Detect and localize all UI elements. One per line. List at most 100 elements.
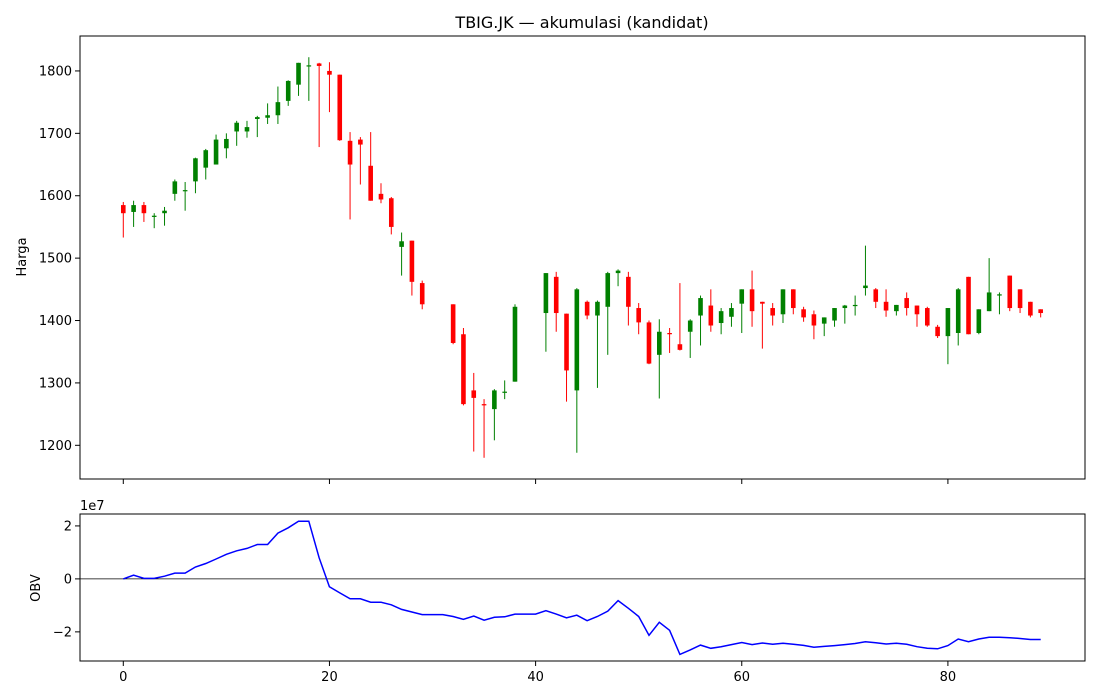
candle-body [461, 334, 466, 405]
price-y-tick-label: 1700 [39, 127, 72, 142]
obv-offset-label: 1e7 [80, 499, 105, 514]
candle-body [193, 158, 198, 182]
candle-body [368, 165, 373, 201]
obv-y-tick-label: 0 [64, 572, 72, 587]
candle-body [234, 122, 239, 132]
candle-body [1028, 301, 1033, 316]
candle-body [914, 305, 920, 315]
candle-body [832, 308, 837, 321]
obv-x-tick-label: 0 [119, 670, 127, 685]
candle-body [708, 305, 714, 326]
candle-body [760, 301, 765, 304]
candle-body [1007, 275, 1013, 309]
candle-body [626, 276, 631, 307]
candle-body [656, 331, 662, 355]
candle-body [254, 117, 260, 119]
candle-body [770, 308, 775, 316]
candle-body [1038, 309, 1043, 314]
candle-body [131, 205, 136, 212]
candle-body [275, 102, 281, 116]
candle-body [316, 63, 322, 66]
candle-body [667, 332, 672, 335]
candle-body [492, 390, 497, 410]
candle-body [687, 320, 693, 332]
candle-body [399, 241, 404, 247]
candle-body [564, 313, 569, 371]
candle-body [749, 289, 755, 312]
obv-series-line [123, 520, 1041, 656]
candle-body [904, 298, 909, 309]
candle-body [265, 115, 270, 118]
candle-body [718, 311, 724, 324]
candle-body [337, 74, 343, 141]
candle-body [821, 317, 827, 324]
price-y-tick-label: 1400 [39, 314, 72, 329]
candle-body [945, 308, 951, 337]
candle-body [419, 283, 425, 305]
obv-panel: −2 0 2 0 20 40 60 80 1e7 OBV [29, 499, 1086, 685]
candle-body [842, 305, 848, 309]
obv-x-tick-label: 80 [940, 670, 957, 685]
candle-body [481, 404, 487, 406]
price-y-axis-label: Harga [15, 237, 30, 276]
candle-body [986, 292, 992, 312]
candle-body [1017, 289, 1023, 309]
obv-y-axis-label: OBV [29, 574, 44, 602]
candle-body [285, 80, 291, 101]
price-panel: 1200 1300 1400 1500 1600 1700 1800 Harga [15, 35, 1086, 484]
obv-y-tick-label: 2 [64, 519, 72, 534]
candle-body [873, 289, 879, 302]
candle-body [172, 181, 178, 194]
candle-body [739, 289, 745, 304]
candle-body [327, 70, 332, 75]
candle-body [120, 205, 126, 214]
candle-body [646, 322, 652, 364]
price-y-axis: 1200 1300 1400 1500 1600 1700 1800 [39, 64, 80, 454]
obv-x-tick-label: 40 [527, 670, 544, 685]
candle-body [790, 289, 796, 309]
price-y-tick-label: 1500 [39, 252, 72, 267]
candle-body [698, 298, 703, 316]
candle-body [378, 193, 384, 200]
price-panel-frame [79, 35, 1086, 480]
candle-body [450, 304, 456, 343]
obv-y-axis: −2 0 2 [53, 519, 80, 640]
candle-body [141, 205, 147, 214]
candle-body [976, 309, 982, 333]
candle-body [852, 304, 858, 307]
candle-body [677, 344, 683, 350]
candle-body [151, 215, 157, 217]
candle-body [502, 391, 507, 393]
price-candles [120, 57, 1043, 458]
candle-body [605, 273, 611, 307]
obv-panel-frame [79, 513, 1086, 662]
obv-x-tick-label: 20 [321, 670, 338, 685]
candle-body [780, 289, 786, 315]
candle-body [244, 127, 250, 132]
price-y-tick-label: 1800 [39, 64, 72, 79]
candle-body [595, 301, 600, 316]
candle-body [553, 276, 559, 314]
obv-x-tick-label: 60 [733, 670, 750, 685]
candle-body [409, 240, 415, 282]
candle-body [811, 314, 817, 326]
candle-body [997, 294, 1002, 296]
price-y-tick-label: 1300 [39, 376, 72, 391]
candle-body [388, 198, 394, 227]
candle-body [729, 308, 734, 317]
candle-body [894, 304, 899, 312]
candle-body [306, 65, 312, 67]
price-x-axis [122, 479, 949, 484]
candle-body [543, 273, 549, 314]
candle-body [213, 139, 219, 165]
candle-body [512, 306, 518, 382]
candle-body [584, 301, 590, 316]
candle-body [358, 139, 363, 145]
candle-body [955, 289, 961, 333]
candle-body [162, 210, 167, 214]
chart-title: TBIG.JK — akumulasi (kandidat) [454, 13, 708, 32]
candle-body [471, 390, 477, 398]
candle-body [203, 150, 209, 168]
